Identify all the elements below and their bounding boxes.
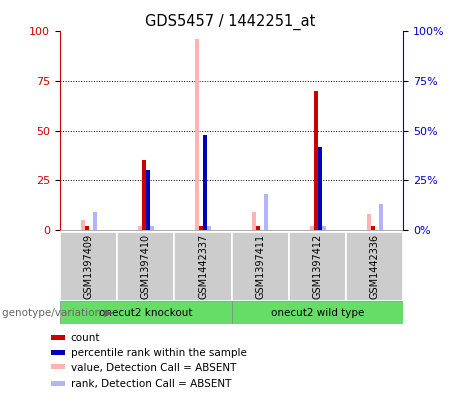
Bar xyxy=(318,147,321,230)
Bar xyxy=(142,160,146,230)
Bar xyxy=(346,232,403,301)
Bar xyxy=(231,232,289,301)
Text: onecut2 knockout: onecut2 knockout xyxy=(99,308,193,318)
Bar xyxy=(207,226,211,230)
Bar xyxy=(289,232,346,301)
Bar xyxy=(231,301,403,324)
Bar xyxy=(60,232,117,301)
Bar xyxy=(313,91,318,230)
Bar xyxy=(51,364,65,369)
Bar xyxy=(256,226,260,230)
Text: genotype/variation ▶: genotype/variation ▶ xyxy=(2,308,112,318)
Text: GSM1397410: GSM1397410 xyxy=(141,234,151,299)
Text: GSM1442337: GSM1442337 xyxy=(198,233,208,299)
Bar xyxy=(264,194,268,230)
Bar xyxy=(51,335,65,340)
Text: percentile rank within the sample: percentile rank within the sample xyxy=(71,348,247,358)
Bar xyxy=(84,226,89,230)
Bar xyxy=(81,220,84,230)
Bar xyxy=(138,226,142,230)
Text: rank, Detection Call = ABSENT: rank, Detection Call = ABSENT xyxy=(71,379,231,389)
Bar xyxy=(93,212,96,230)
Text: onecut2 wild type: onecut2 wild type xyxy=(271,308,364,318)
Text: count: count xyxy=(71,333,100,343)
Bar xyxy=(252,212,256,230)
Text: value, Detection Call = ABSENT: value, Detection Call = ABSENT xyxy=(71,363,236,373)
Bar xyxy=(199,226,203,230)
Bar xyxy=(51,350,65,355)
Text: GSM1397412: GSM1397412 xyxy=(313,233,323,299)
Bar xyxy=(309,226,313,230)
Bar xyxy=(371,226,375,230)
Bar xyxy=(51,381,65,386)
Bar xyxy=(195,39,199,230)
Bar xyxy=(146,171,150,230)
Bar xyxy=(367,214,371,230)
Bar xyxy=(117,232,174,301)
Bar xyxy=(321,226,325,230)
Text: GSM1442336: GSM1442336 xyxy=(370,234,380,299)
Text: GSM1397409: GSM1397409 xyxy=(83,234,94,299)
Bar xyxy=(60,301,231,324)
Bar xyxy=(379,204,383,230)
Bar xyxy=(203,135,207,230)
Text: GDS5457 / 1442251_at: GDS5457 / 1442251_at xyxy=(145,14,316,30)
Text: GSM1397411: GSM1397411 xyxy=(255,234,265,299)
Bar xyxy=(174,232,231,301)
Bar xyxy=(150,226,154,230)
